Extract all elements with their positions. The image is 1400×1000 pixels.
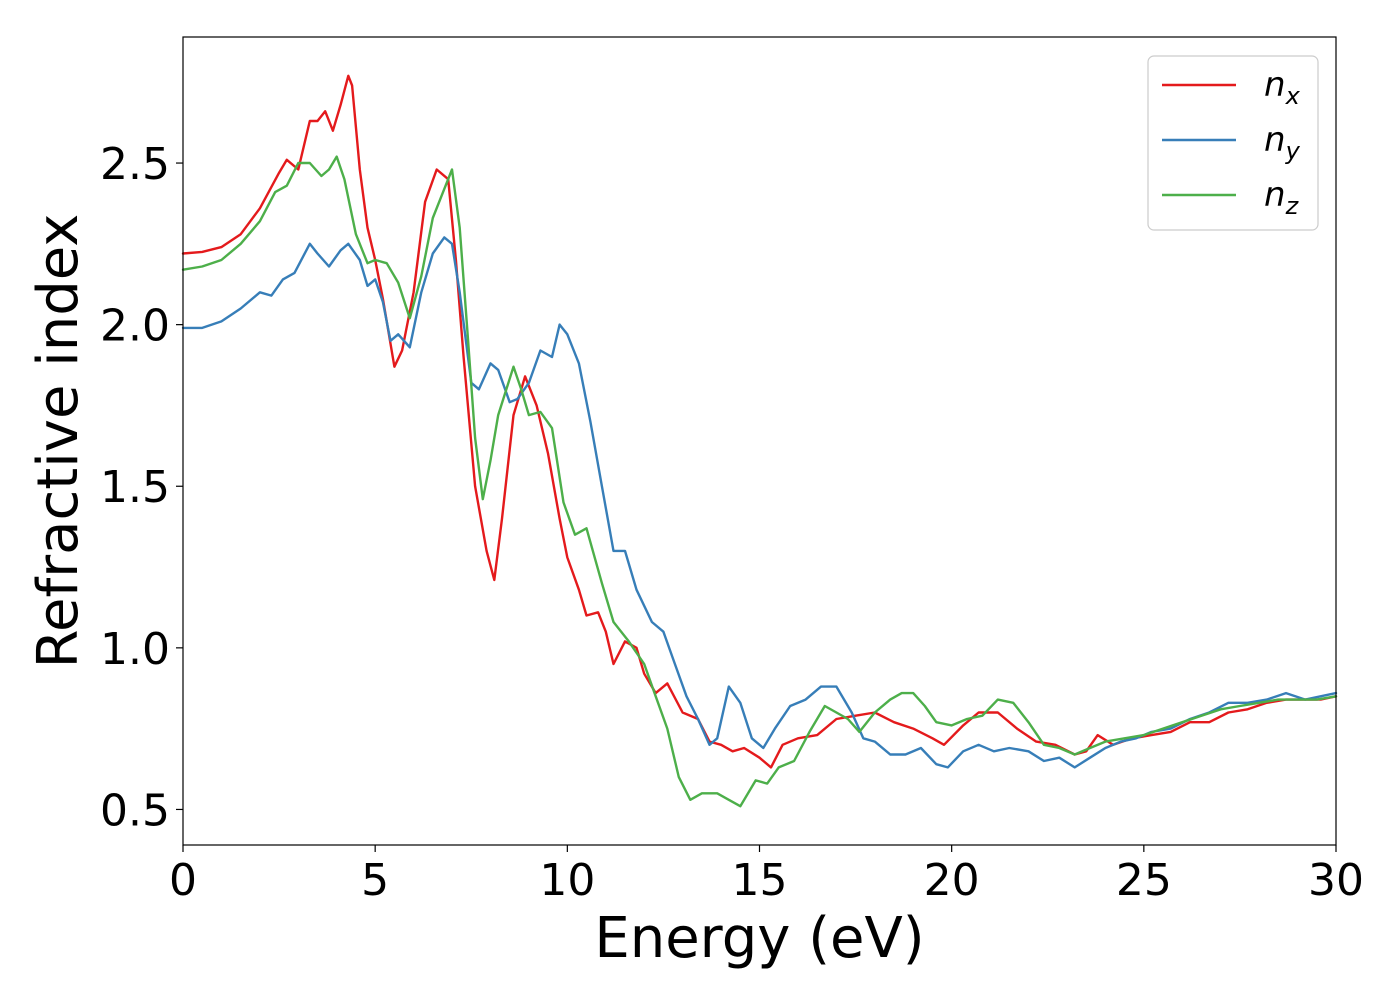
x-axis: 0 5 10 15 20 25 30 — [169, 845, 1364, 906]
y-axis-title: Refractive index — [26, 214, 91, 669]
legend-label-base: n — [1264, 120, 1286, 160]
legend-label-subscript: z — [1285, 192, 1300, 220]
legend-label-y: ny — [1264, 120, 1301, 165]
y-axis: 0.5 1.0 1.5 2.0 2.5 — [100, 139, 183, 836]
legend-label-base: n — [1264, 175, 1286, 215]
x-tick-label: 20 — [924, 855, 980, 906]
legend-box — [1147, 55, 1319, 231]
legend-label-subscript: x — [1285, 82, 1301, 110]
x-tick-label: 10 — [539, 855, 595, 906]
legend-label-x: nx — [1264, 65, 1301, 110]
x-tick-label: 0 — [169, 855, 197, 906]
x-tick-label: 25 — [1116, 855, 1172, 906]
y-tick-label: 2.0 — [100, 301, 170, 352]
legend-label-subscript: y — [1285, 137, 1301, 165]
x-tick-label: 15 — [732, 855, 788, 906]
y-tick-label: 1.5 — [100, 462, 170, 513]
series-line-z — [181, 155, 1338, 808]
x-tick-label: 30 — [1308, 855, 1364, 906]
y-tick-label: 0.5 — [100, 785, 170, 836]
series-line-y — [181, 236, 1338, 769]
y-tick-label: 1.0 — [100, 624, 170, 675]
plot-lines — [181, 74, 1338, 808]
legend-label-z: nz — [1264, 175, 1300, 220]
legend-label-base: n — [1264, 65, 1286, 105]
x-axis-title: Energy (eV) — [594, 906, 924, 971]
y-tick-label: 2.5 — [100, 139, 170, 190]
x-tick-label: 5 — [361, 855, 389, 906]
